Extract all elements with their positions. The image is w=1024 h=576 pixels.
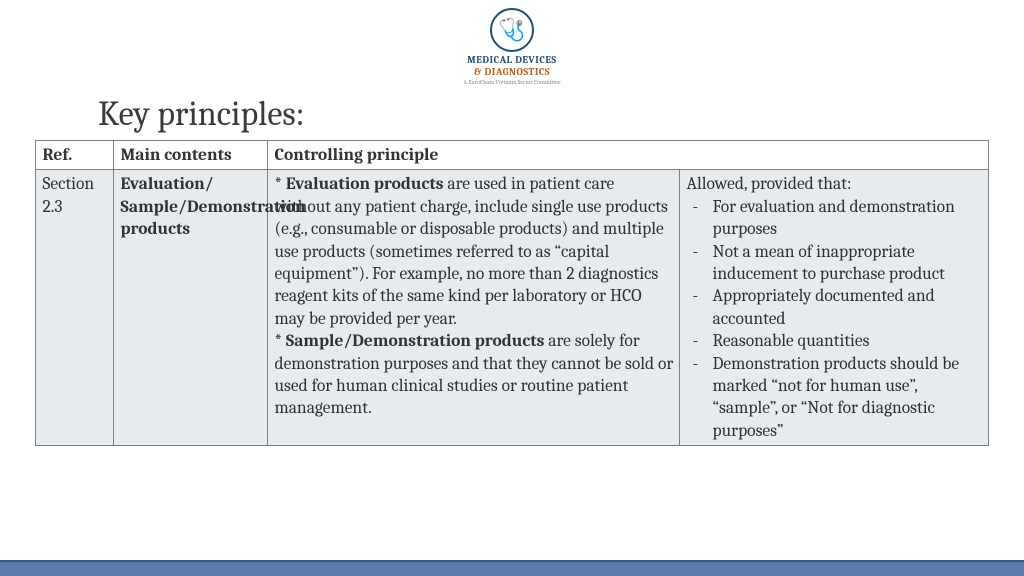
desc-evaluation: are used in patient care without any pat… (274, 174, 667, 328)
logo-circle: 🩺 (490, 8, 534, 52)
cell-ctrl-description: * Evaluation products are used in patien… (268, 170, 680, 446)
term-sample: Sample/Demonstration products (286, 331, 545, 351)
th-ref: Ref. (36, 141, 114, 170)
logo: 🩺 MEDICAL DEVICES & DIAGNOSTICS A EuroCh… (0, 0, 1024, 88)
table-row: Section 2.3 Evaluation/ Sample/Demonstra… (36, 170, 988, 446)
cell-main: Evaluation/ Sample/Demonstration product… (114, 170, 268, 446)
logo-line-2: & DIAGNOSTICS (463, 66, 560, 78)
star-icon: * (274, 174, 285, 194)
footer-bar (0, 560, 1024, 576)
cell-ref: Section 2.3 (36, 170, 114, 446)
principles-table: Ref. Main contents Controlling principle… (35, 140, 988, 446)
stethoscope-icon: 🩺 (498, 19, 525, 41)
list-item: Reasonable quantities (686, 330, 981, 352)
conditions-list: For evaluation and demonstration purpose… (686, 196, 981, 442)
list-item: Appropriately documented and accounted (686, 285, 981, 330)
table-header-row: Ref. Main contents Controlling principle (36, 141, 988, 170)
star-icon: * (274, 331, 285, 351)
logo-subtext: A EuroCham Vietnam Sector Committee (463, 79, 560, 86)
page-title: Key principles: (98, 94, 1024, 134)
list-item: Not a mean of inappropriate inducement t… (686, 241, 981, 286)
logo-line-1: MEDICAL DEVICES (463, 54, 560, 66)
list-item: Demonstration products should be marked … (686, 353, 981, 443)
term-evaluation: Evaluation products (286, 174, 444, 194)
th-ctrl: Controlling principle (268, 141, 988, 170)
cell-ctrl-conditions: Allowed, provided that: For evaluation a… (680, 170, 988, 446)
conditions-lead: Allowed, provided that: (686, 173, 981, 195)
th-main: Main contents (114, 141, 268, 170)
list-item: For evaluation and demonstration purpose… (686, 196, 981, 241)
